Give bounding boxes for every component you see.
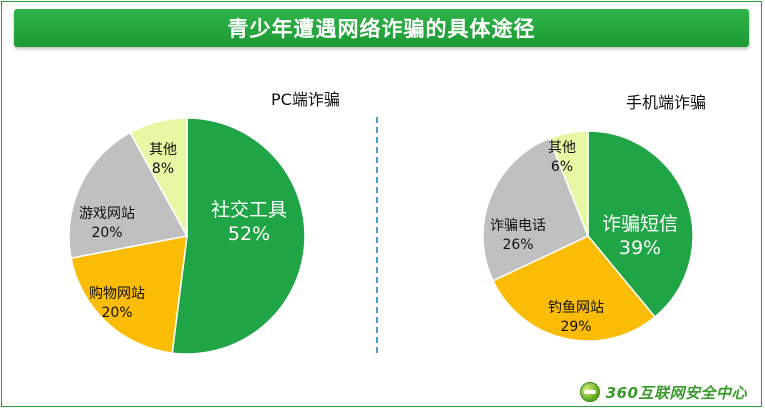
main-title: 青少年遭遇网络诈骗的具体途径 <box>227 17 536 41</box>
pc-slice-0 <box>171 117 306 355</box>
mobile-slice-value-2: 26% <box>502 237 533 253</box>
mobile-slice-value-1: 29% <box>560 319 591 335</box>
mobile-slice-3 <box>548 130 589 237</box>
mobile-slice-label-1: 钓鱼网站 <box>548 299 604 316</box>
brand-name: 360互联网安全中心 <box>605 383 747 402</box>
pc-slice-3 <box>129 117 188 237</box>
mobile-slice-label-0: 诈骗短信 <box>602 213 678 235</box>
pc-slice-label-1: 购物网站 <box>89 286 145 302</box>
mobile-slice-2 <box>482 137 589 282</box>
logo-icon <box>579 382 600 402</box>
mobile-slice-label-2: 诈骗电话 <box>490 218 546 234</box>
mobile-slice-0 <box>587 130 694 318</box>
pc-slice-1 <box>70 235 188 354</box>
title-banner: 青少年遭遇网络诈骗的具体途径 <box>14 9 749 47</box>
pc-slice-value-0: 52% <box>228 223 270 245</box>
mobile-slice-label-3: 其他 <box>548 140 576 156</box>
pc-slice-label-3: 其他 <box>149 142 177 158</box>
divider-line <box>376 117 378 353</box>
mobile-chart-title: 手机端诈骗 <box>626 93 707 112</box>
pc-slice-value-2: 20% <box>91 225 122 241</box>
pc-chart-title: PC端诈骗 <box>271 90 340 109</box>
mobile-slice-value-0: 39% <box>619 237 661 259</box>
pc-slice-value-3: 8% <box>152 161 174 177</box>
mobile-slice-value-3: 6% <box>551 159 573 175</box>
pc-slice-label-2: 游戏网站 <box>79 206 135 222</box>
brand-logo: 360互联网安全中心 <box>579 381 747 403</box>
pc-slice-2 <box>68 131 189 259</box>
pc-slice-label-0: 社交工具 <box>211 199 287 221</box>
pc-slice-value-1: 20% <box>101 305 132 321</box>
